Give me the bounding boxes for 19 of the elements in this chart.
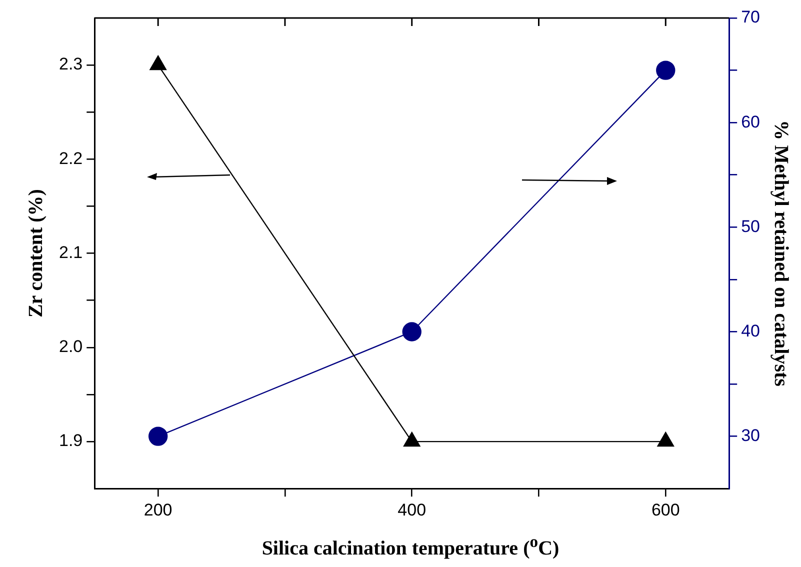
y2-tick-label: 40 [741, 321, 760, 340]
y-tick-label: 2.0 [58, 337, 83, 356]
y-tick-label: 2.2 [58, 148, 83, 168]
point [656, 60, 676, 80]
y2-tick-label: 70 [741, 8, 760, 27]
y-axis-title: Zr content (%) [25, 189, 48, 318]
y2-axis-title: % Methyl retained on catalysts [770, 120, 792, 387]
y-tick-label: 2.3 [58, 54, 83, 74]
y-tick-label: 2.1 [58, 242, 83, 262]
y2-tick-label: 50 [741, 216, 760, 236]
point [148, 426, 168, 446]
x-tick-label: 600 [651, 500, 680, 520]
x-tick-label: 400 [398, 500, 426, 520]
x-axis-title: Silica calcination temperature ($^{o}$C) [260, 532, 560, 561]
point [402, 322, 422, 342]
y2-tick-label: 30 [741, 426, 760, 445]
y-tick-label: 1.9 [58, 431, 83, 450]
x-tick-label: 200 [144, 500, 172, 520]
y2-tick-label: 60 [741, 112, 760, 132]
